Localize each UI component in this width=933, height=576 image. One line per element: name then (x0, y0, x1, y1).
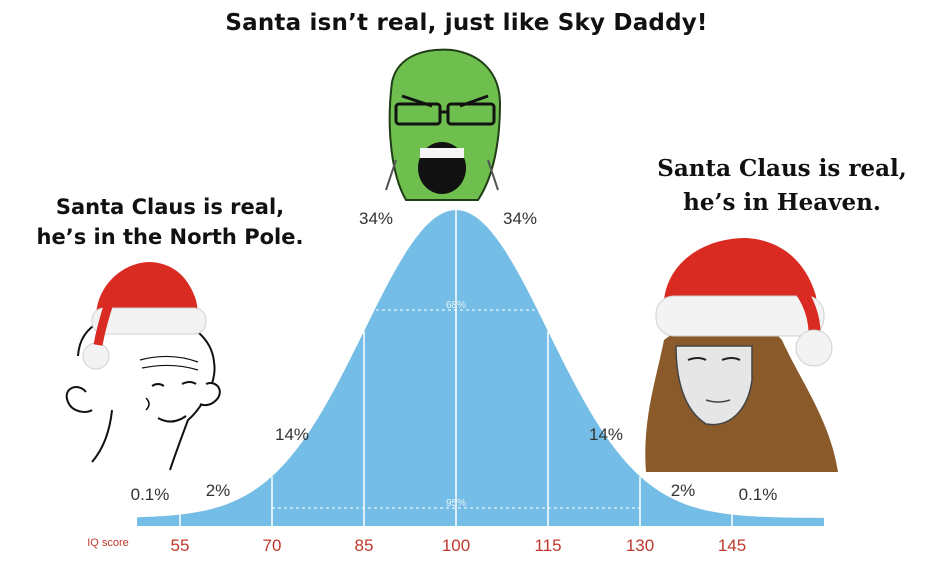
percentage-brackets: 68% 95% (272, 300, 640, 509)
segment-label-6: 14% (589, 425, 623, 444)
bracket-label-2: 95% (446, 498, 466, 509)
left-caption-line1: Santa Claus is real, (55, 195, 285, 219)
x-axis-ticks: 55 70 85 100 115 130 145 (171, 536, 747, 555)
x-tick-145: 145 (718, 536, 746, 555)
top-caption: Santa isn’t real, just like Sky Daddy! (225, 10, 708, 36)
segment-label-8: 0.1% (739, 485, 778, 504)
segment-label-7: 2% (671, 481, 696, 500)
left-caption: Santa Claus is real, he’s in the North P… (10, 192, 330, 252)
x-axis-label: IQ score (87, 537, 129, 549)
x-tick-55: 55 (171, 536, 190, 555)
x-tick-70: 70 (263, 536, 282, 555)
bracket-label-1: 68% (446, 300, 466, 311)
segment-label-5: 34% (503, 209, 537, 228)
santa-hat-left (95, 262, 200, 322)
x-tick-85: 85 (355, 536, 374, 555)
bell-curve-area (137, 210, 825, 526)
segment-label-3: 14% (275, 425, 309, 444)
x-tick-115: 115 (534, 536, 561, 555)
x-tick-130: 130 (626, 536, 654, 555)
right-caption-line2: he’s in Heaven. (683, 189, 881, 216)
sd-divider-lines (179, 210, 733, 526)
segment-label-2: 2% (206, 481, 231, 500)
left-caption-line2: he’s in the North Pole. (36, 225, 304, 249)
right-caption-line1: Santa Claus is real, (657, 155, 907, 182)
x-tick-100: 100 (442, 536, 470, 555)
green-wojak-screaming (385, 48, 502, 201)
segment-label-4: 34% (359, 209, 393, 228)
right-caption: Santa Claus is real, he’s in Heaven. (642, 152, 922, 220)
segment-label-1: 0.1% (131, 485, 170, 504)
wojak-santa-hat-left (65, 262, 221, 471)
hooded-wojak-santa-hat-right (645, 238, 838, 472)
segment-percent-labels: 0.1% 2% 14% 34% 34% 14% 2% 0.1% (131, 209, 778, 504)
